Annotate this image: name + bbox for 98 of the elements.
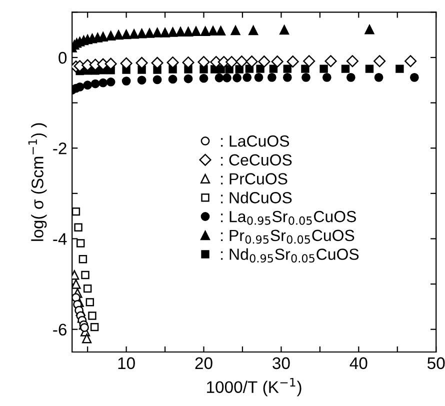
point — [151, 56, 164, 69]
point — [374, 55, 386, 68]
x-tick-label: 40 — [350, 357, 368, 370]
point — [322, 72, 332, 82]
point — [122, 30, 132, 40]
point — [302, 72, 310, 82]
point — [83, 284, 92, 293]
point — [254, 72, 264, 82]
point — [216, 26, 226, 36]
point — [168, 74, 178, 84]
point — [168, 27, 178, 37]
point — [72, 279, 81, 289]
point — [248, 26, 258, 36]
point — [396, 64, 404, 73]
point — [137, 76, 146, 85]
point — [271, 56, 284, 68]
legend-label: : La$_{0.95}$Sr$_{0.05}$CuOS — [221, 210, 356, 225]
point — [267, 72, 276, 82]
point — [232, 73, 242, 82]
point — [346, 72, 356, 82]
point — [282, 72, 292, 82]
point — [199, 74, 208, 83]
point — [258, 56, 270, 68]
y-tick-label: -2 — [53, 142, 66, 154]
point — [160, 28, 170, 38]
point — [320, 64, 328, 73]
point — [144, 28, 154, 38]
point — [230, 26, 240, 36]
point — [269, 64, 278, 73]
point — [82, 334, 92, 344]
point — [106, 78, 116, 86]
x-tick-label: 20 — [195, 357, 212, 370]
point — [365, 64, 374, 73]
point — [136, 56, 148, 69]
x-tick-label: 10 — [118, 357, 135, 370]
point — [90, 79, 100, 88]
x-tick-label: 50 — [428, 357, 445, 370]
point — [78, 255, 88, 264]
point — [166, 56, 179, 68]
point — [256, 64, 264, 73]
point — [72, 207, 80, 216]
point — [129, 29, 139, 39]
point — [191, 26, 201, 36]
point — [280, 25, 290, 35]
point — [184, 74, 193, 84]
point — [410, 72, 419, 82]
point — [176, 26, 186, 36]
point — [226, 56, 238, 68]
point — [152, 75, 162, 84]
point — [80, 323, 89, 332]
point — [214, 73, 224, 82]
point — [114, 30, 124, 40]
point — [236, 56, 248, 68]
point — [242, 72, 252, 82]
legend-label: : PrCuOS — [221, 173, 288, 184]
point — [286, 56, 299, 68]
point — [120, 57, 132, 70]
point — [122, 76, 131, 86]
point — [374, 72, 384, 82]
point — [81, 270, 90, 280]
point — [106, 30, 116, 41]
point — [346, 55, 358, 68]
point — [98, 78, 108, 88]
legend-label: : CeCuOS — [221, 154, 292, 166]
point — [303, 55, 316, 68]
legend-label: : NdCuOS — [221, 192, 292, 204]
point — [208, 26, 218, 36]
point — [83, 80, 92, 90]
point — [216, 65, 225, 74]
point — [86, 298, 94, 306]
point — [104, 58, 117, 70]
legend-label: : Nd$_{0.95}$Sr$_{0.05}$CuOS — [221, 248, 359, 263]
y-tick-label: 0 — [58, 52, 67, 64]
legend-label: : LaCuOS — [221, 135, 290, 147]
y-tick-label: -4 — [53, 233, 67, 245]
legend-label: : Pr$_{0.95}$Sr$_{0.05}$CuOS — [221, 230, 354, 244]
point — [137, 28, 147, 38]
point — [88, 312, 96, 320]
point — [200, 26, 210, 36]
point — [90, 322, 99, 332]
point — [301, 64, 310, 73]
point — [182, 56, 194, 68]
x-axis-title: 1000/T (K$^{−1}$) — [207, 378, 302, 396]
point — [76, 239, 85, 248]
point — [283, 64, 292, 73]
y-axis-title: log( σ (Scm$^{−1}$) ) — [28, 123, 47, 241]
point — [74, 223, 82, 232]
point — [152, 28, 162, 38]
point — [225, 65, 234, 74]
point — [364, 24, 374, 34]
point — [222, 73, 232, 82]
point — [404, 55, 417, 68]
point — [324, 55, 337, 68]
point — [183, 26, 194, 36]
point — [235, 65, 244, 74]
x-tick-label: 30 — [272, 357, 290, 370]
point — [341, 64, 350, 73]
y-tick-label: -6 — [53, 324, 66, 336]
